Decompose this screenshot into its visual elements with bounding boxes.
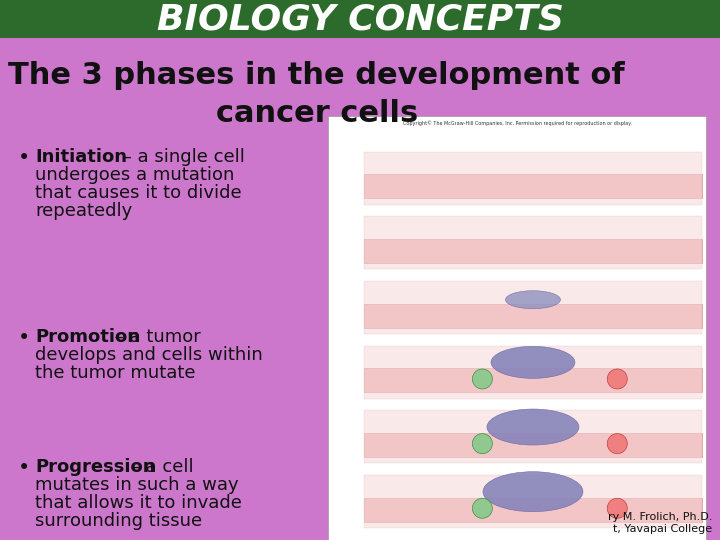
Bar [364, 368, 701, 392]
Bar [364, 281, 701, 334]
Bar [364, 217, 701, 269]
Bar [364, 152, 701, 205]
Bar [364, 475, 701, 528]
Text: Initiation: Initiation [35, 148, 127, 166]
Text: the tumor mutate: the tumor mutate [35, 364, 196, 382]
Circle shape [472, 498, 492, 518]
Circle shape [607, 434, 627, 454]
Text: Progression: Progression [35, 458, 156, 476]
Ellipse shape [505, 291, 560, 309]
Bar [0, 0, 720, 38]
Ellipse shape [483, 471, 583, 512]
Text: The 3 phases in the development of: The 3 phases in the development of [9, 62, 625, 91]
Text: that allows it to invade: that allows it to invade [35, 494, 242, 512]
Text: – a tumor: – a tumor [109, 328, 201, 346]
Text: Copyright© The McGraw-Hill Companies, Inc. Permission required for reproduction : Copyright© The McGraw-Hill Companies, In… [402, 120, 631, 126]
Text: •: • [18, 148, 30, 168]
Text: develops and cells within: develops and cells within [35, 346, 263, 364]
Bar [364, 346, 701, 399]
Bar [364, 410, 701, 463]
Text: •: • [18, 328, 30, 348]
Text: that causes it to divide: that causes it to divide [35, 184, 242, 202]
Circle shape [472, 369, 492, 389]
Text: surrounding tissue: surrounding tissue [35, 512, 202, 530]
Circle shape [472, 434, 492, 454]
Text: BIOLOGY CONCEPTS: BIOLOGY CONCEPTS [156, 2, 564, 36]
Bar [364, 498, 701, 522]
Text: – a cell: – a cell [125, 458, 194, 476]
Text: – a single cell: – a single cell [117, 148, 245, 166]
Text: mutates in such a way: mutates in such a way [35, 476, 238, 494]
Bar [364, 303, 701, 328]
Text: Promotion: Promotion [35, 328, 140, 346]
Bar [364, 433, 701, 457]
Bar [364, 174, 701, 198]
Text: cancer cells: cancer cells [216, 98, 418, 127]
Text: •: • [18, 458, 30, 478]
Circle shape [607, 369, 627, 389]
Bar [328, 116, 706, 540]
Text: ry M. Frolich, Ph.D.: ry M. Frolich, Ph.D. [608, 512, 712, 522]
Text: repeatedly: repeatedly [35, 202, 132, 220]
Ellipse shape [491, 346, 575, 379]
Text: t, Yavapai College: t, Yavapai College [613, 524, 712, 534]
Circle shape [607, 498, 627, 518]
Bar [364, 239, 701, 263]
Ellipse shape [487, 409, 579, 445]
Text: undergoes a mutation: undergoes a mutation [35, 166, 235, 184]
